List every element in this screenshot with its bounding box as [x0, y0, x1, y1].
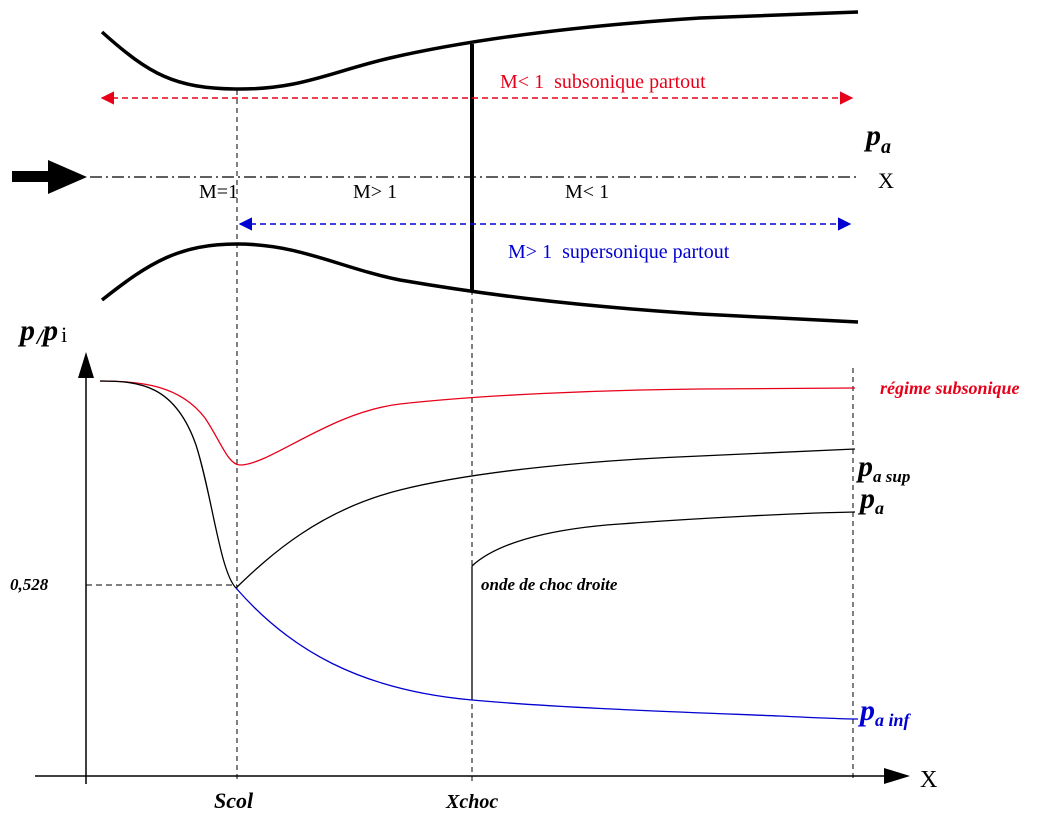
nozzle-axis-label: X	[878, 168, 894, 193]
subsonic-regime-label: régime subsonique	[880, 378, 1020, 398]
pa-label: pa	[857, 482, 884, 518]
pa-sup-curve	[235, 448, 856, 589]
pa-sup-label: pa sup	[855, 450, 910, 486]
upstream-pressure-curve	[99, 380, 237, 589]
nozzle-lower-wall	[100, 242, 859, 324]
zone-label-after-shock: M< 1	[565, 181, 609, 203]
nozzle-upper-wall	[100, 10, 859, 91]
throat-position-tick: Scol	[214, 788, 254, 813]
shock-position-tick: Xchoc	[445, 791, 498, 813]
outlet-pressure-label: pa	[863, 119, 891, 158]
pa-inf-curve	[235, 587, 859, 720]
y-axis-title: p/p i	[17, 314, 67, 349]
subsonic-regime-curve	[99, 380, 856, 466]
pa-inf-label: pa inf	[857, 694, 912, 730]
pa-curve	[471, 511, 856, 700]
inflow-arrow-icon	[12, 160, 87, 194]
supersonic-everywhere-label: M> 1 supersonique partout	[508, 241, 730, 263]
pressure-graph: p/p i X 0,528 Scol Xchoc onde de choc dro…	[10, 314, 1020, 813]
zone-label-throat: M=1	[199, 181, 238, 203]
x-axis	[35, 768, 910, 784]
x-axis-title: X	[920, 767, 937, 793]
subsonic-everywhere-label: M< 1 subsonique partout	[500, 71, 706, 93]
shock-wave-annotation: onde de choc droite	[481, 575, 618, 594]
nozzle-section: M< 1 subsonique partout M> 1 supersoniqu…	[12, 10, 894, 324]
zone-label-supersonic: M> 1	[353, 181, 397, 203]
y-axis	[78, 352, 94, 784]
critical-ratio-tick: 0,528	[10, 575, 49, 594]
